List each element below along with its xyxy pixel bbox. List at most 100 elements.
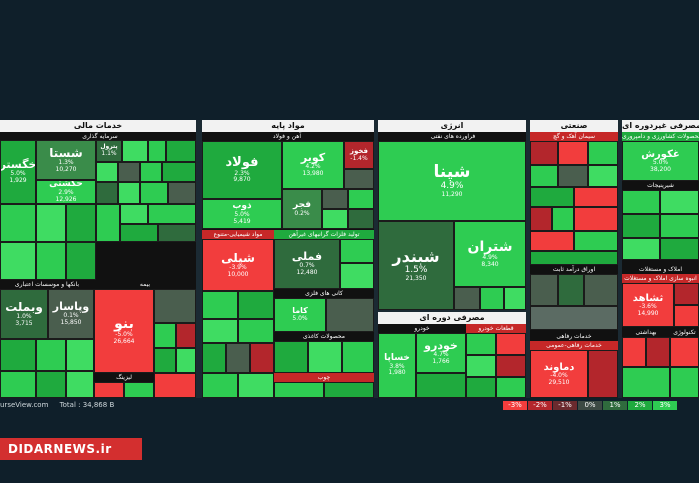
tile[interactable] [574, 187, 618, 207]
tile[interactable] [176, 348, 196, 373]
tile[interactable] [466, 355, 496, 377]
tile[interactable] [588, 350, 618, 398]
tile[interactable] [504, 287, 526, 310]
tile[interactable] [480, 287, 504, 310]
tile[interactable] [674, 283, 699, 305]
sector-base-materials[interactable]: مواد پایه آهن و فولاد فولاد 2.3% 9,870 ک… [202, 120, 374, 398]
tile[interactable] [202, 343, 226, 373]
tile[interactable] [154, 373, 196, 398]
tile[interactable] [558, 274, 584, 306]
tile[interactable] [466, 377, 496, 398]
tile[interactable] [344, 169, 374, 189]
tile-shetran[interactable]: شتران 4.9% 8,340 [454, 221, 526, 287]
tile[interactable] [574, 231, 618, 251]
tile[interactable] [622, 190, 660, 214]
tile[interactable] [340, 239, 374, 263]
tile[interactable] [324, 382, 374, 398]
tile[interactable] [202, 291, 238, 319]
tile[interactable] [622, 337, 646, 367]
tile[interactable] [322, 189, 348, 209]
tile[interactable] [162, 162, 196, 182]
tile[interactable] [530, 251, 618, 265]
tile[interactable] [36, 204, 66, 242]
tile[interactable] [36, 339, 66, 371]
tile[interactable] [66, 339, 94, 371]
tile[interactable] [660, 238, 699, 260]
tile[interactable] [416, 373, 466, 398]
tile[interactable] [0, 371, 36, 398]
tile[interactable] [308, 341, 342, 373]
tile-foolad-kh[interactable]: فخوز -1.4% [344, 141, 374, 169]
tile[interactable] [124, 382, 154, 398]
tile[interactable] [622, 367, 670, 398]
tile[interactable] [574, 207, 618, 231]
tile-shepli[interactable]: شپلی -3.9% 10,000 [202, 239, 274, 291]
tile[interactable] [0, 204, 36, 242]
tile[interactable] [148, 204, 196, 224]
tile[interactable] [622, 214, 660, 238]
sector-financial[interactable]: خدمات مالی سرمایه گذاری خگستر 5.0% 1,929… [0, 120, 196, 398]
tile[interactable] [660, 214, 699, 238]
tile[interactable] [670, 337, 699, 367]
tile[interactable] [646, 337, 670, 367]
tile[interactable] [120, 204, 148, 224]
tile-khesaipa[interactable]: خساپا 3.8% 1,980 [378, 333, 416, 398]
tile[interactable] [0, 339, 36, 371]
tile[interactable] [674, 305, 699, 327]
tile[interactable] [558, 165, 588, 187]
tile[interactable] [340, 263, 374, 289]
tile-fulad[interactable]: فولاد 2.3% 9,870 [202, 141, 282, 199]
tile[interactable] [326, 298, 374, 332]
tile[interactable] [120, 224, 158, 242]
tile[interactable] [118, 162, 140, 182]
tile[interactable] [202, 319, 238, 343]
tile[interactable] [496, 355, 526, 377]
sector-durables[interactable]: مصرفی دوره ای خودرو خساپا 3.8% 1,980 خود… [378, 312, 526, 398]
tile[interactable] [96, 182, 118, 204]
tile-vebmelat[interactable]: وبملت 1.0% 3,715 [0, 289, 48, 339]
tile-damavand[interactable]: دماوند -4.0% 29,510 [530, 350, 588, 398]
tile[interactable] [0, 242, 36, 280]
tile[interactable] [168, 182, 196, 204]
tile[interactable] [238, 319, 274, 343]
tile-vepasar[interactable]: وپاسار 0.1% 15,850 [48, 289, 94, 339]
tile[interactable] [530, 187, 574, 207]
tile-khodro[interactable]: خودرو 4.7% 1,766 [416, 333, 466, 373]
tile[interactable] [202, 373, 238, 398]
tile-shebandar[interactable]: شبندر 1.5% 21,350 [378, 221, 454, 310]
tile[interactable] [36, 371, 66, 398]
tile[interactable] [36, 242, 66, 280]
tile[interactable] [466, 333, 496, 355]
tile[interactable] [530, 165, 558, 187]
tile-hekeshti[interactable]: حکشتی 2.9% 12,926 [36, 180, 96, 204]
tile-femli[interactable]: فملی 0.7% 12,480 [274, 239, 340, 289]
tile-shepna[interactable]: شپنا 4.9% 11,290 [378, 141, 526, 221]
tile[interactable] [588, 165, 618, 187]
tile-khegostar[interactable]: خگستر 5.0% 1,929 [0, 140, 36, 204]
tile[interactable] [96, 162, 118, 182]
tile[interactable] [496, 333, 526, 355]
tile-petrol[interactable]: پترول 1.1% [96, 140, 122, 162]
tile-kavir[interactable]: کویر 4.2% 13,980 [282, 141, 344, 189]
tile-ghekoorosh[interactable]: غکورش 5.0% 38,200 [622, 141, 699, 181]
tile[interactable] [238, 291, 274, 319]
tile[interactable] [670, 367, 699, 398]
tile[interactable] [348, 209, 374, 229]
tile[interactable] [250, 343, 274, 373]
sector-industrial[interactable]: صنعتی سیمان آهک و گچ اوراق درآمد ثابت خد… [530, 120, 618, 398]
tile[interactable] [530, 274, 558, 306]
tile[interactable] [322, 209, 348, 229]
sector-non-durables[interactable]: مصرفی غیردوره ای محصولات کشاورزی و دامپر… [622, 120, 699, 398]
tile-shasta[interactable]: شستا 1.3% 10,270 [36, 140, 96, 180]
tile-kama[interactable]: کاما 5.0% [274, 298, 326, 332]
tile[interactable] [148, 140, 166, 162]
tile[interactable] [496, 377, 526, 398]
tile[interactable] [166, 140, 196, 162]
tile[interactable] [96, 204, 120, 242]
tile[interactable] [66, 371, 94, 398]
tile[interactable] [530, 231, 574, 251]
tile[interactable] [530, 141, 558, 165]
tile[interactable] [158, 224, 196, 242]
tile[interactable] [154, 323, 176, 348]
tile[interactable] [530, 207, 552, 231]
